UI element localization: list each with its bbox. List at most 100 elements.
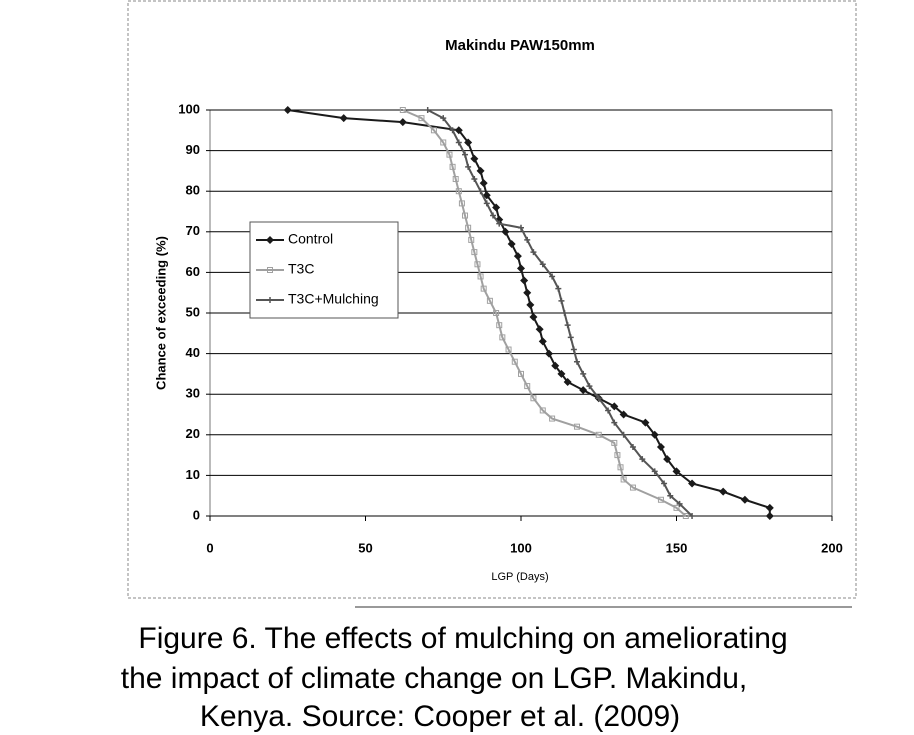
point	[682, 513, 689, 519]
point	[418, 115, 425, 122]
point	[458, 200, 465, 207]
chart-frame	[127, 0, 857, 599]
point	[511, 358, 518, 365]
legend-label: T3C+Mulching	[288, 291, 379, 307]
point	[557, 369, 566, 378]
x-tick-label: 0	[206, 540, 213, 555]
point	[449, 163, 456, 170]
point	[477, 273, 484, 280]
point	[567, 334, 574, 341]
point	[493, 310, 500, 316]
point	[765, 512, 774, 520]
point	[465, 163, 472, 170]
point	[620, 431, 627, 438]
point	[496, 322, 503, 329]
point	[455, 188, 462, 195]
point	[549, 273, 556, 280]
x-tick-label: 50	[358, 540, 372, 555]
point	[605, 407, 612, 414]
point	[492, 203, 501, 212]
point	[639, 456, 646, 463]
legend-marker	[267, 267, 273, 273]
point	[462, 151, 469, 158]
point	[496, 220, 503, 227]
point	[446, 151, 453, 158]
point	[501, 227, 510, 236]
legend-label: Control	[288, 231, 333, 247]
caption-line: the impact of climate change on LGP. Mak…	[121, 662, 747, 695]
series-line	[427, 109, 693, 517]
point	[586, 383, 593, 390]
point	[507, 239, 516, 248]
point	[765, 503, 774, 512]
y-tick-label: 90	[186, 142, 200, 157]
point	[719, 487, 728, 496]
point	[526, 300, 535, 309]
x-axis-label: LGP (Days)	[491, 571, 548, 583]
point	[486, 297, 493, 304]
point	[483, 200, 490, 207]
point	[561, 310, 568, 316]
point	[614, 452, 621, 459]
point	[539, 261, 546, 268]
point	[579, 386, 588, 395]
point	[455, 139, 462, 146]
point	[629, 484, 636, 491]
point	[529, 313, 538, 322]
point	[544, 349, 553, 358]
point	[474, 261, 481, 268]
point	[673, 504, 680, 511]
point	[468, 236, 475, 243]
point	[520, 276, 529, 285]
point	[513, 252, 522, 261]
point	[620, 476, 627, 483]
point	[570, 346, 577, 353]
point	[663, 455, 672, 464]
point	[551, 361, 560, 370]
y-tick-label: 10	[186, 467, 200, 482]
point	[555, 285, 562, 292]
point	[517, 264, 525, 273]
point	[464, 138, 473, 147]
point	[629, 443, 636, 450]
point	[563, 378, 572, 387]
point	[490, 212, 497, 219]
y-tick-label: 20	[186, 426, 200, 441]
x-tick-label: 150	[666, 540, 688, 555]
point	[676, 500, 683, 507]
point	[470, 154, 479, 163]
point	[530, 249, 537, 256]
x-tick-label: 200	[821, 540, 843, 555]
point	[398, 118, 407, 127]
y-tick-label: 80	[186, 183, 200, 198]
point	[617, 464, 624, 471]
point	[595, 395, 602, 402]
y-tick-label: 70	[186, 223, 200, 238]
point	[523, 288, 532, 297]
point	[610, 402, 619, 411]
y-axis-label: Chance of exceeding (%)	[153, 236, 168, 390]
point	[580, 370, 587, 377]
series-line	[402, 109, 687, 517]
point	[518, 224, 524, 231]
point	[452, 176, 459, 183]
point	[530, 395, 537, 402]
point	[672, 467, 681, 476]
point	[524, 383, 531, 390]
point	[611, 419, 618, 426]
point	[611, 439, 618, 446]
chart-title: Makindu PAW150mm	[445, 37, 595, 54]
point	[476, 166, 485, 175]
point	[471, 176, 478, 183]
point	[524, 236, 531, 243]
point	[339, 114, 348, 123]
caption-line: Figure 6. The effects of mulching on ame…	[138, 622, 787, 655]
point	[424, 107, 431, 113]
legend-label: T3C	[288, 261, 314, 277]
point	[462, 212, 469, 219]
point	[549, 415, 556, 422]
point	[689, 513, 696, 519]
point	[505, 346, 512, 353]
